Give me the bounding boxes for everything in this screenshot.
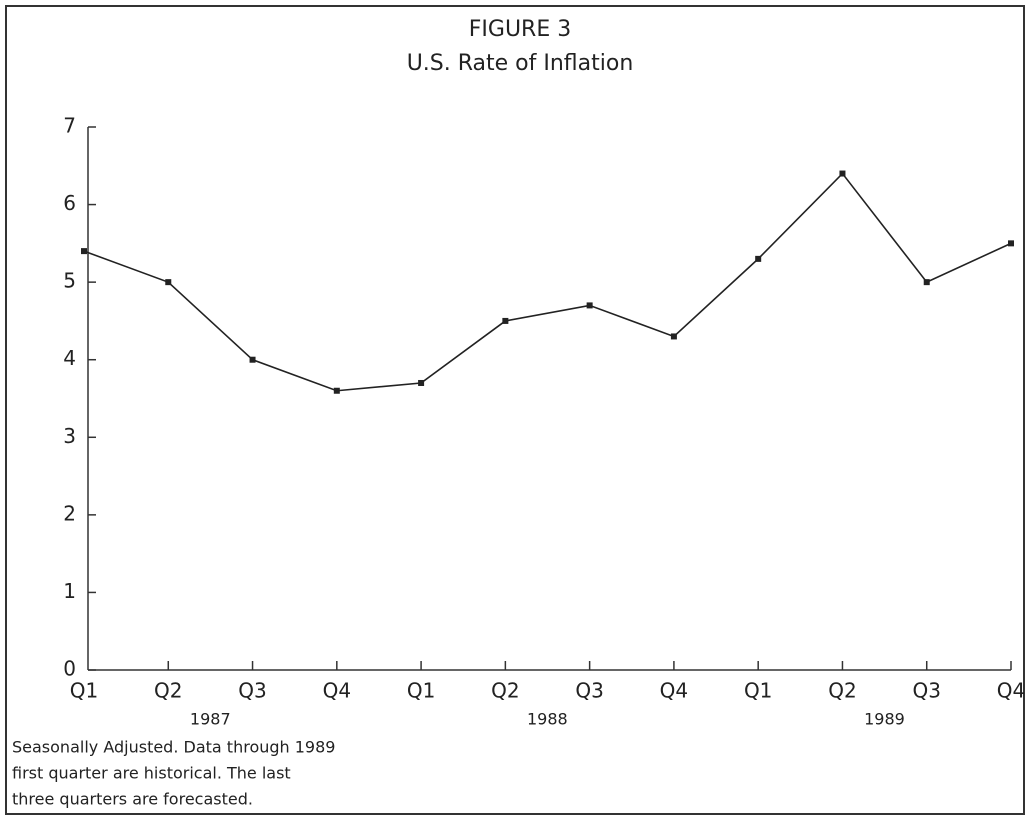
point (165, 279, 172, 286)
point (81, 248, 87, 255)
y-tick-label: 4 (63, 346, 76, 370)
point (923, 279, 930, 286)
chart-title: FIGURE 3 (469, 17, 571, 42)
point (418, 379, 425, 386)
x-tick-label: Q2 (828, 679, 856, 703)
y-tick-label: 5 (63, 269, 76, 293)
point (755, 255, 762, 262)
x-tick-label: Q2 (154, 679, 182, 703)
x-tick-label: Q2 (491, 679, 519, 703)
x-tick-label: Q1 (407, 679, 435, 703)
y-tick-label: 7 (63, 114, 76, 138)
note: three quarters are forecasted. (12, 790, 253, 809)
x-tick-label: Q3 (575, 679, 603, 703)
x-tick-label: Q1 (744, 679, 772, 703)
y-tick-label: 6 (63, 191, 76, 215)
year-label: 1989 (864, 710, 905, 729)
x-tick-label: Q4 (323, 679, 351, 703)
year-label: 1987 (190, 710, 231, 729)
y-tick-label: 2 (63, 501, 76, 525)
x-tick-label: Q1 (70, 679, 98, 703)
x-tick-label: Q3 (912, 679, 940, 703)
frame (5, 5, 1025, 815)
y-tick-label: 1 (63, 579, 76, 603)
x-tick-label: Q4 (660, 679, 688, 703)
point (502, 317, 509, 324)
note: first quarter are historical. The last (12, 764, 291, 783)
x-tick-label: Q4 (997, 679, 1025, 703)
point (586, 302, 593, 309)
y-tick-label: 0 (63, 657, 76, 681)
point (1008, 240, 1014, 247)
point (333, 387, 340, 394)
y-tick-label: 3 (63, 424, 76, 448)
point (839, 170, 846, 177)
note: Seasonally Adjusted. Data through 1989 (12, 738, 335, 757)
chart-subtitle: U.S. Rate of Inflation (407, 51, 634, 76)
point (670, 333, 677, 340)
line (83, 172, 1012, 392)
point (249, 356, 256, 363)
x-tick-label: Q3 (238, 679, 266, 703)
year-label: 1988 (527, 710, 568, 729)
